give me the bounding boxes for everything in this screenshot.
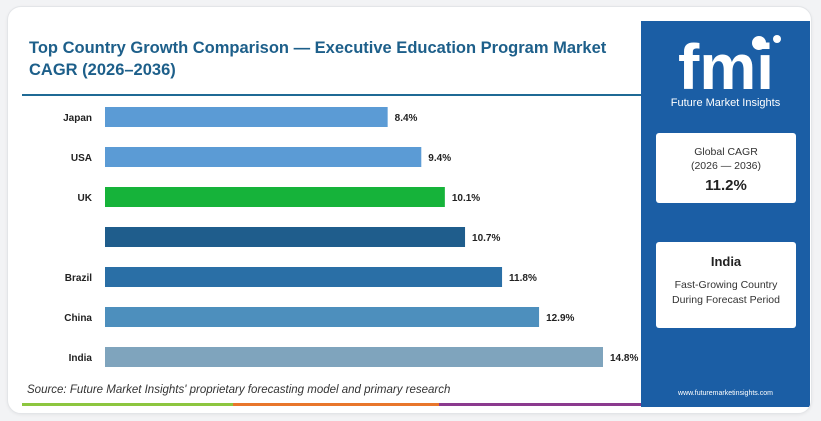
value-label: 10.7% [472,233,500,244]
bottom-bar-segment-green [22,403,234,406]
fastest-country-desc-2: During Forecast Period [672,294,780,306]
global-cagr-label: Global CAGR [694,146,758,158]
bar [105,147,422,167]
value-label: 10.1% [452,193,480,204]
source-note: Source: Future Market Insights' propriet… [27,384,451,396]
value-label: 14.8% [610,353,638,364]
website-url: www.futuremarketinsights.com [678,390,773,397]
logo-people-icon [752,36,766,50]
value-label: 9.4% [428,153,451,164]
category-label: UK [78,193,93,204]
bar [105,227,466,247]
bottom-bar-segment-orange [233,403,439,406]
category-label: Japan [63,113,92,124]
category-label: Brazil [65,273,92,284]
fastest-country-desc-1: Fast-Growing Country [674,279,778,291]
category-label: India [69,353,93,364]
brand-name: Future Market Insights [670,97,781,109]
bar [105,267,503,287]
bar-chart: Japan 8.4% USA 9.4% UK 10.1% 10.7% Brazil 11.8% C… [63,107,638,367]
category-label: China [64,313,92,324]
bar [105,187,445,207]
value-label: 8.4% [395,113,418,124]
fastest-country-name: India [710,254,742,269]
global-cagr-period: (2026 — 2036) [690,160,762,172]
global-cagr-value: 11.2% [705,177,747,194]
global-cagr-box: Global CAGR (2026 — 2036) 11.2% [656,133,796,203]
bar [105,347,603,367]
bottom-color-bar [22,403,644,406]
chart-title: Top Country Growth Comparison — Executiv… [29,39,607,79]
brand-panel: fmi Future Market Insights Global CAGR (… [641,21,810,407]
chart-card: Top Country Growth Comparison — Executiv… [7,6,812,414]
fmi-logo: fmi [678,31,781,103]
value-label: 11.8% [509,273,537,284]
category-label: USA [71,153,92,164]
bar [105,307,540,327]
logo-people-icon-small [773,35,781,43]
value-label: 12.9% [546,313,574,324]
bottom-bar-segment-purple [438,403,644,406]
title-divider [22,94,644,96]
fastest-country-box: India Fast-Growing Country During Foreca… [656,242,796,328]
bar [105,107,388,127]
